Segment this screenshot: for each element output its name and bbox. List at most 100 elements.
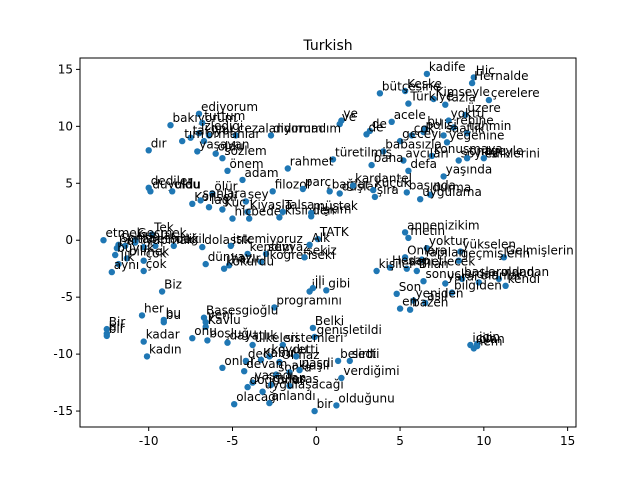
point-label: Kavlu [208, 313, 241, 327]
point-label: lag [211, 193, 229, 207]
data-point [468, 79, 476, 87]
point-label: geceyi [402, 127, 441, 141]
plot-frame [79, 57, 577, 428]
data-point [266, 353, 273, 360]
data-point [267, 381, 275, 389]
point-label: için [479, 330, 500, 344]
data-point [219, 364, 226, 371]
y-tick-label: -5 [61, 290, 73, 304]
point-label: anlandı [271, 389, 315, 403]
point-label: Onlara [407, 243, 447, 257]
data-point [403, 265, 410, 272]
point-label: dolaştık [204, 233, 251, 247]
point-label: istemiyoruz [233, 232, 303, 246]
point-label: sedi [352, 347, 377, 361]
data-point [458, 275, 466, 283]
point-label: olanlar [481, 268, 522, 282]
point-label: sistemleri [285, 331, 344, 345]
data-point [232, 132, 239, 139]
data-point [145, 147, 152, 154]
point-label: kendim [250, 240, 294, 254]
data-point [380, 148, 387, 155]
data-point [169, 188, 176, 195]
data-point [463, 130, 471, 137]
data-point [417, 196, 424, 203]
data-point [401, 87, 409, 95]
data-point [440, 132, 447, 139]
point-label: Gelmişlerin [506, 243, 574, 257]
x-tick-label: -10 [139, 434, 159, 448]
point-label: dayatlık [230, 329, 278, 343]
data-point [199, 243, 206, 251]
point-label: adam [245, 166, 279, 180]
point-label: kendi [508, 272, 540, 286]
point-label: de [372, 117, 387, 131]
point-label: bilmek [129, 244, 169, 258]
point-label: Son [399, 280, 422, 294]
data-point [442, 101, 449, 108]
data-point [132, 239, 139, 246]
data-point [370, 186, 377, 194]
point-label: kadın [149, 342, 182, 356]
data-point [463, 155, 471, 162]
point-label: etti [298, 342, 318, 356]
point-label: Türkiye [409, 90, 453, 104]
point-label: ormanlar [206, 127, 260, 141]
point-label: Keske [407, 77, 442, 91]
y-tick-label: 5 [65, 176, 73, 190]
data-point [167, 122, 174, 129]
data-point [219, 206, 226, 213]
data-point [229, 215, 236, 222]
data-point [194, 148, 201, 155]
data-point [455, 157, 462, 164]
point-label: saatlik [446, 121, 485, 135]
data-point [113, 245, 121, 252]
point-label: bazen [412, 296, 448, 310]
data-point [103, 325, 111, 333]
data-point [108, 268, 116, 276]
point-label: gibi [328, 276, 350, 290]
data-point [170, 242, 177, 250]
point-label: programını [276, 293, 342, 307]
data-point [244, 208, 251, 215]
point-label: Bir [109, 315, 126, 329]
point-label: üzere [467, 101, 500, 115]
point-label: boşluğu [209, 326, 256, 340]
data-point [140, 243, 147, 251]
data-point [179, 137, 186, 145]
point-label: türetilmiş [335, 145, 392, 159]
y-tick-label: -10 [53, 347, 73, 361]
point-label: bir [109, 322, 125, 336]
point-label: yoktu [451, 107, 485, 121]
data-point [140, 257, 147, 264]
point-label: olan [479, 332, 505, 346]
data-point [418, 256, 425, 263]
point-label: ilköğretiseki [263, 248, 335, 262]
point-label: ediyorum [201, 100, 258, 114]
data-point [224, 167, 231, 174]
point-label: kadife [429, 60, 466, 74]
x-tick-label: 5 [396, 434, 404, 448]
data-point [242, 198, 250, 205]
data-point [386, 264, 394, 271]
point-label: bana [374, 151, 404, 165]
data-point [202, 260, 209, 268]
data-point [244, 250, 251, 258]
point-label: önem [230, 157, 264, 171]
point-label: Hernalde [474, 69, 528, 83]
y-tick-label: 10 [58, 119, 73, 133]
data-point [388, 118, 395, 126]
data-point [284, 165, 291, 172]
point-label: yaşadı [255, 369, 294, 383]
data-point [420, 128, 427, 136]
data-point [257, 356, 265, 363]
point-label: etmek [106, 226, 144, 240]
point-label: yeğenine [449, 128, 504, 142]
data-point [450, 124, 457, 131]
data-point [406, 306, 414, 313]
data-point [269, 188, 276, 195]
point-label: oldu [218, 140, 244, 154]
point-label: şey [248, 188, 269, 202]
data-point [202, 323, 209, 330]
data-point [286, 369, 293, 376]
